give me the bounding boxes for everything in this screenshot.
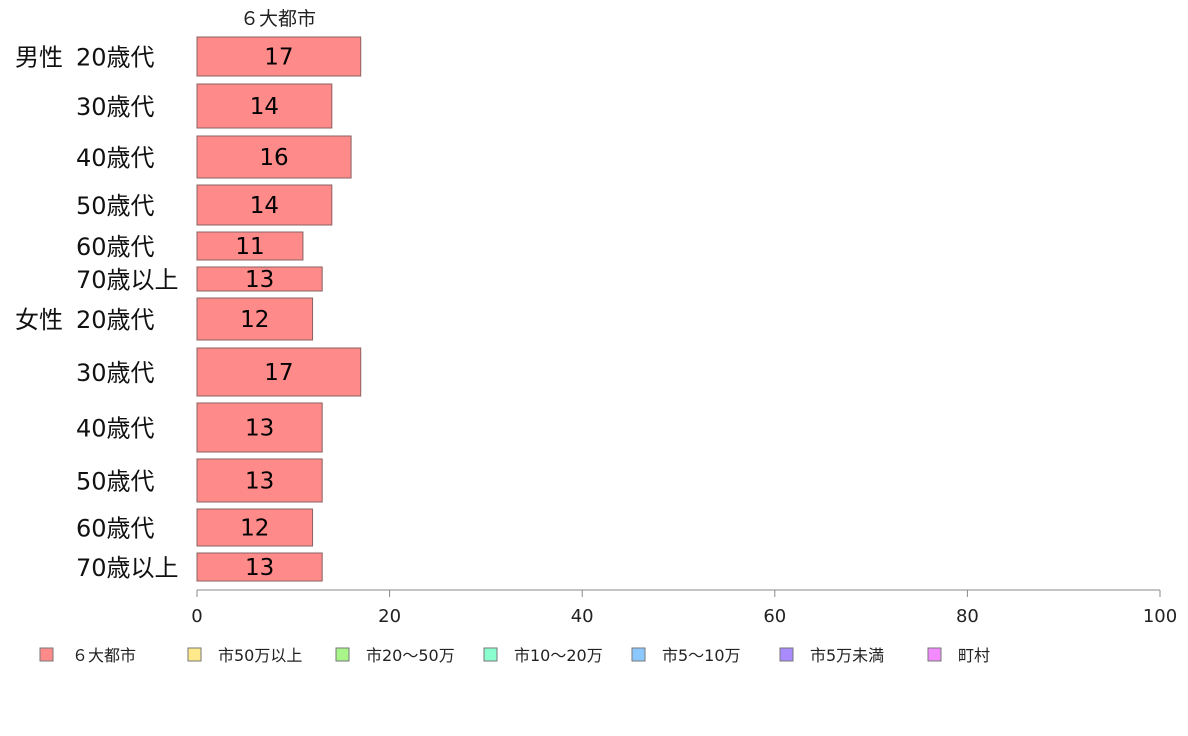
category-label: 30歳代 — [76, 93, 155, 121]
legend: ６大都市 市50万以上 市20〜50万 市10〜20万 市5〜10万 市5万未満 町村 — [39, 646, 990, 665]
legend-label: ６大都市 — [72, 646, 136, 665]
bar-value-label: 14 — [250, 193, 279, 219]
category-label: 70歳以上 — [76, 554, 179, 582]
legend-swatch — [39, 647, 54, 662]
legend-label: 市50万以上 — [218, 646, 302, 665]
legend-label: 町村 — [958, 646, 990, 665]
series-title: ６大都市 — [240, 8, 316, 30]
category-label: 50歳代 — [76, 192, 155, 220]
bar-value-label: 12 — [240, 307, 269, 333]
bar — [196, 184, 333, 226]
bar-value-label: 14 — [250, 94, 279, 120]
bar-value-label: 13 — [245, 555, 274, 581]
x-axis: 0 20 40 60 80 100 — [191, 589, 1177, 627]
bar — [196, 36, 362, 77]
bar — [196, 552, 323, 582]
bar-value-label: 16 — [259, 145, 288, 171]
category-label: 40歳代 — [76, 144, 155, 172]
bar-value-label: 13 — [245, 267, 274, 293]
legend-swatch — [927, 647, 942, 662]
bar-value-label: 17 — [264, 45, 293, 71]
bar — [196, 135, 352, 179]
x-tick-label: 100 — [1143, 606, 1177, 627]
bar — [196, 83, 333, 129]
x-tick-label: 20 — [378, 606, 401, 627]
bar-value-label: 17 — [264, 360, 293, 386]
legend-label: 市20〜50万 — [366, 646, 455, 665]
category-label: 70歳以上 — [76, 266, 179, 294]
category-label: 20歳代 — [76, 44, 155, 72]
legend-swatch — [779, 647, 794, 662]
legend-label: 市5万未満 — [810, 646, 884, 665]
legend-swatch — [631, 647, 646, 662]
category-label: 60歳代 — [76, 233, 155, 261]
legend-label: 市5〜10万 — [662, 646, 741, 665]
category-label: 20歳代 — [76, 306, 155, 334]
legend-swatch — [335, 647, 350, 662]
bar — [196, 458, 323, 503]
bar — [196, 402, 323, 453]
x-tick-label: 80 — [956, 606, 979, 627]
bar — [196, 266, 323, 292]
bars-layer: 17 14 16 14 11 13 12 17 13 13 12 13 — [196, 36, 362, 582]
bar-value-label: 12 — [240, 516, 269, 542]
bar-value-label: 13 — [245, 416, 274, 442]
group-label: 女性 — [15, 306, 63, 334]
category-label: 50歳代 — [76, 468, 155, 496]
bar — [196, 347, 362, 397]
x-tick-label: 60 — [763, 606, 786, 627]
category-labels-layer: 20歳代男性30歳代40歳代50歳代60歳代70歳以上20歳代女性30歳代40歳… — [15, 44, 179, 583]
group-label: 男性 — [15, 44, 63, 72]
legend-swatch — [483, 647, 498, 662]
x-tick-label: 0 — [191, 606, 202, 627]
bar — [196, 297, 314, 341]
legend-swatch — [187, 647, 202, 662]
category-label: 40歳代 — [76, 415, 155, 443]
bar-value-label: 13 — [245, 469, 274, 495]
bar — [196, 508, 314, 547]
category-label: 30歳代 — [76, 359, 155, 387]
bar — [196, 231, 304, 261]
x-tick-label: 40 — [571, 606, 594, 627]
category-label: 60歳代 — [76, 515, 155, 543]
bar-value-label: 11 — [235, 234, 264, 260]
legend-label: 市10〜20万 — [514, 646, 603, 665]
